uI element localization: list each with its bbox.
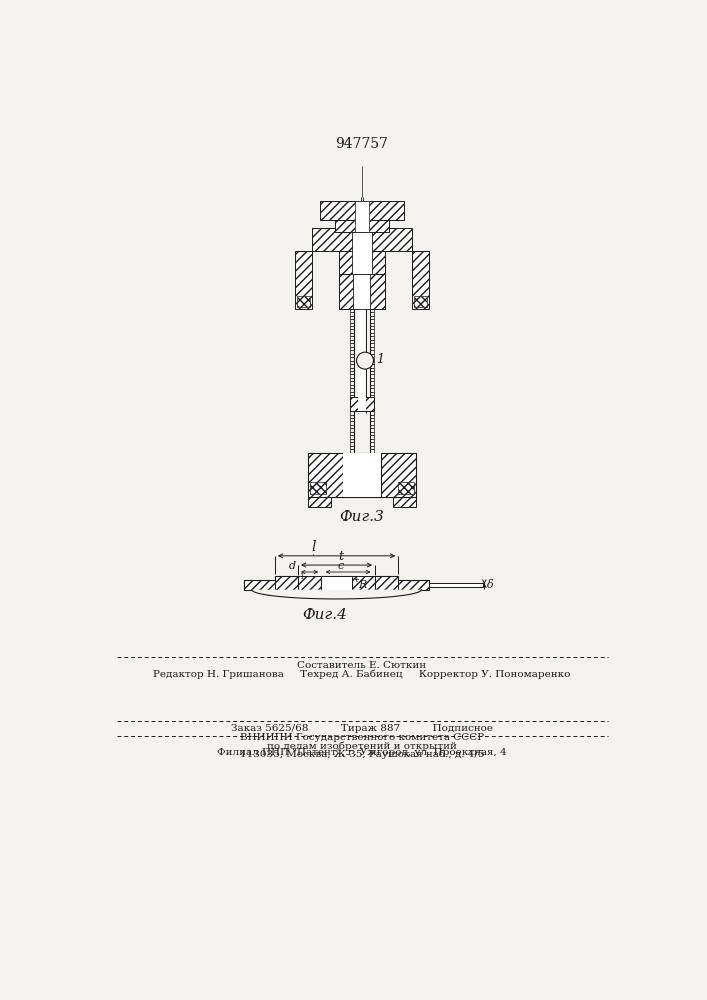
Text: Фиг.3: Фиг.3 [339, 510, 385, 524]
Bar [308, 453, 343, 497]
Bar [352, 232, 372, 274]
Polygon shape [252, 590, 421, 599]
Text: 113035, Москва, Ж-35, Раушская наб., д. 4/5: 113035, Москва, Ж-35, Раушская наб., д. … [240, 750, 484, 759]
Text: d: d [288, 561, 296, 571]
Bar [308, 497, 331, 507]
Bar [339, 251, 385, 274]
Text: 947757: 947757 [335, 137, 388, 151]
Bar [229, 569, 444, 604]
Bar [298, 576, 321, 590]
Bar [354, 274, 370, 309]
Bar [375, 576, 398, 590]
Bar [381, 453, 416, 497]
Bar [320, 201, 404, 220]
Text: t: t [338, 550, 343, 563]
Text: R: R [358, 580, 366, 590]
Bar [312, 228, 412, 251]
Bar [398, 482, 414, 494]
Bar [393, 497, 416, 507]
Bar [244, 580, 429, 590]
Bar [412, 251, 429, 309]
Text: Фиг.4: Фиг.4 [303, 608, 347, 622]
Text: Филиал ППП "Патент", г. Ужгород, ул. Проектная, 4: Филиал ППП "Патент", г. Ужгород, ул. Про… [217, 748, 507, 757]
Text: c: c [337, 561, 344, 571]
Bar [358, 305, 366, 413]
Bar [350, 397, 374, 411]
Bar [355, 201, 369, 232]
Text: 1: 1 [376, 353, 384, 366]
Bar [296, 296, 310, 307]
Bar [335, 220, 389, 232]
Text: δ: δ [487, 580, 494, 590]
Circle shape [356, 352, 373, 369]
Bar [343, 453, 381, 497]
Text: Составитель Е. Сюткин: Составитель Е. Сюткин [298, 661, 426, 670]
Text: Редактор Н. Гришанова     Техред А. Бабинец     Корректор У. Пономаренко: Редактор Н. Гришанова Техред А. Бабинец … [153, 670, 571, 679]
Bar [321, 576, 352, 590]
Bar [414, 296, 428, 307]
Bar [295, 251, 312, 309]
Bar [339, 274, 385, 309]
Bar [358, 397, 366, 411]
Text: 1: 1 [300, 573, 304, 581]
Bar [352, 576, 375, 590]
Bar [429, 583, 483, 587]
Text: Заказ 5625/68          Тираж 887          Подписное: Заказ 5625/68 Тираж 887 Подписное [231, 724, 493, 733]
Text: l: l [311, 540, 316, 554]
Text: ВНИИПИ Государственного комитета СССР: ВНИИПИ Государственного комитета СССР [240, 733, 484, 742]
Bar [310, 482, 326, 494]
Text: по делам изобретений и открытий: по делам изобретений и открытий [267, 741, 457, 751]
Bar [275, 576, 298, 590]
